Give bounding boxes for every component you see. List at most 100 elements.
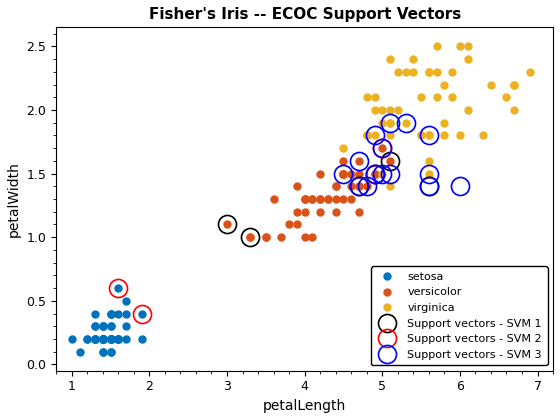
virginica	[426, 158, 432, 163]
setosa	[107, 336, 114, 341]
setosa	[123, 324, 129, 329]
virginica	[480, 133, 487, 138]
setosa	[115, 336, 122, 341]
setosa	[92, 311, 99, 316]
virginica	[449, 95, 455, 100]
virginica	[456, 44, 463, 49]
virginica	[511, 108, 517, 113]
setosa	[100, 324, 106, 329]
setosa	[115, 336, 122, 341]
versicolor	[270, 197, 277, 202]
setosa	[92, 324, 99, 329]
virginica	[441, 82, 448, 87]
virginica	[426, 69, 432, 74]
virginica	[410, 57, 417, 62]
versicolor	[263, 235, 269, 240]
setosa	[115, 336, 122, 341]
versicolor	[325, 197, 332, 202]
virginica	[410, 69, 417, 74]
setosa	[138, 311, 145, 316]
versicolor	[317, 197, 324, 202]
versicolor	[317, 171, 324, 176]
Y-axis label: petalWidth: petalWidth	[7, 161, 21, 237]
setosa	[115, 311, 122, 316]
setosa	[107, 311, 114, 316]
virginica	[386, 120, 393, 125]
setosa	[68, 336, 75, 341]
versicolor	[223, 222, 230, 227]
virginica	[426, 133, 432, 138]
virginica	[426, 69, 432, 74]
setosa	[107, 336, 114, 341]
setosa	[100, 336, 106, 341]
virginica	[511, 82, 517, 87]
virginica	[418, 95, 424, 100]
versicolor	[309, 197, 316, 202]
versicolor	[286, 222, 292, 227]
virginica	[386, 57, 393, 62]
virginica	[379, 120, 386, 125]
versicolor	[340, 158, 347, 163]
setosa	[107, 349, 114, 354]
virginica	[394, 108, 401, 113]
setosa	[100, 336, 106, 341]
versicolor	[247, 235, 254, 240]
versicolor	[278, 235, 284, 240]
virginica	[363, 95, 370, 100]
virginica	[371, 108, 378, 113]
setosa	[100, 336, 106, 341]
setosa	[107, 311, 114, 316]
Legend: setosa, versicolor, virginica, Support vectors - SVM 1, Support vectors - SVM 2,: setosa, versicolor, virginica, Support v…	[371, 266, 548, 365]
versicolor	[301, 197, 308, 202]
setosa	[100, 336, 106, 341]
Line: virginica: virginica	[340, 43, 533, 190]
virginica	[426, 171, 432, 176]
setosa	[107, 336, 114, 341]
setosa	[107, 336, 114, 341]
virginica	[340, 146, 347, 151]
versicolor	[293, 209, 300, 214]
setosa	[100, 324, 106, 329]
versicolor	[332, 209, 339, 214]
versicolor	[325, 197, 332, 202]
virginica	[426, 133, 432, 138]
Title: Fisher's Iris -- ECOC Support Vectors: Fisher's Iris -- ECOC Support Vectors	[148, 7, 461, 22]
setosa	[115, 336, 122, 341]
versicolor	[340, 171, 347, 176]
virginica	[503, 95, 510, 100]
virginica	[371, 133, 378, 138]
virginica	[386, 108, 393, 113]
virginica	[488, 82, 494, 87]
versicolor	[340, 197, 347, 202]
setosa	[115, 286, 122, 291]
setosa	[100, 336, 106, 341]
setosa	[107, 336, 114, 341]
setosa	[92, 336, 99, 341]
versicolor	[293, 222, 300, 227]
setosa	[84, 336, 91, 341]
setosa	[107, 349, 114, 354]
setosa	[92, 336, 99, 341]
versicolor	[340, 171, 347, 176]
versicolor	[309, 197, 316, 202]
virginica	[386, 184, 393, 189]
setosa	[107, 324, 114, 329]
versicolor	[348, 197, 354, 202]
versicolor	[340, 171, 347, 176]
setosa	[107, 336, 114, 341]
setosa	[123, 298, 129, 303]
versicolor	[371, 171, 378, 176]
versicolor	[317, 209, 324, 214]
versicolor	[340, 171, 347, 176]
Line: versicolor: versicolor	[223, 132, 394, 241]
virginica	[418, 133, 424, 138]
virginica	[511, 82, 517, 87]
virginica	[386, 120, 393, 125]
setosa	[100, 324, 106, 329]
setosa	[107, 324, 114, 329]
versicolor	[356, 158, 362, 163]
versicolor	[356, 209, 362, 214]
virginica	[363, 133, 370, 138]
virginica	[464, 44, 471, 49]
versicolor	[348, 171, 354, 176]
